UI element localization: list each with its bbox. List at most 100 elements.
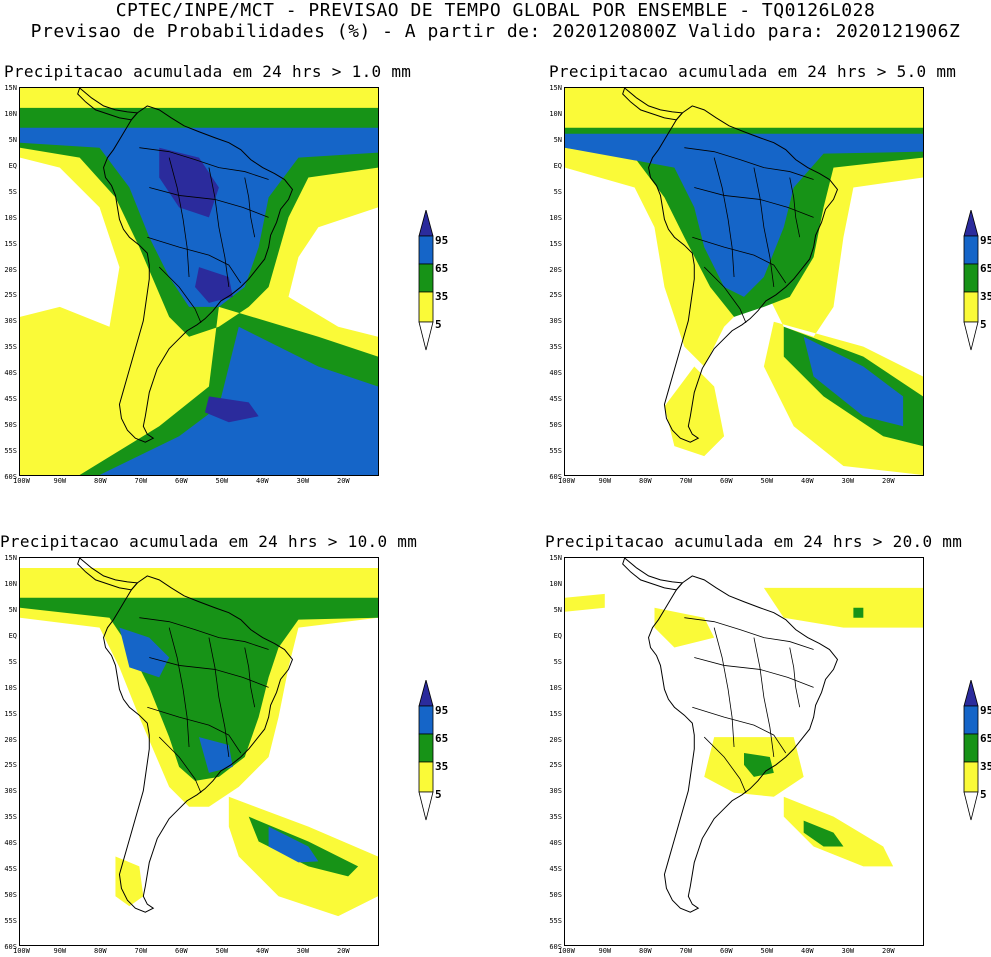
longitude-label: 80W bbox=[639, 947, 652, 955]
legend-label: 35 bbox=[980, 760, 991, 773]
legend-1 bbox=[418, 210, 478, 360]
map-panel-4[interactable] bbox=[564, 557, 924, 946]
probability-contour-p65 bbox=[119, 627, 319, 863]
longitude-label: 50W bbox=[760, 947, 774, 955]
latitude-label: 5S bbox=[553, 187, 562, 196]
latitude-label: 50S bbox=[4, 421, 17, 430]
longitude-label: 50W bbox=[215, 947, 229, 955]
longitude-label: 60W bbox=[175, 477, 188, 485]
header-title: CPTEC/INPE/MCT - PREVISAO DE TEMPO GLOBA… bbox=[115, 0, 876, 21]
latitude-label: 15N bbox=[549, 84, 562, 92]
map-panel-3[interactable] bbox=[19, 557, 379, 946]
longitude-label: 20W bbox=[337, 947, 350, 955]
south-america-coastline bbox=[648, 105, 839, 443]
latitude-label: 5N bbox=[553, 605, 562, 614]
latitude-label: EQ bbox=[553, 161, 562, 170]
latitude-label: 15N bbox=[4, 554, 17, 562]
latitude-label: 40S bbox=[549, 839, 562, 848]
latitude-label: 60S bbox=[549, 943, 562, 951]
legend-label: 5 bbox=[980, 318, 987, 331]
legend-label: 5 bbox=[435, 318, 442, 331]
country-border bbox=[703, 736, 747, 793]
latitude-label: 20S bbox=[4, 735, 17, 744]
country-border bbox=[208, 167, 230, 288]
central-america-coastline bbox=[622, 558, 684, 591]
legend-swatch-p35 bbox=[963, 263, 979, 293]
latitude-label: 45S bbox=[4, 395, 17, 404]
longitude-label: 40W bbox=[801, 947, 814, 955]
legend-2 bbox=[963, 210, 991, 360]
probability-contour-p65 bbox=[20, 127, 378, 475]
country-border bbox=[158, 736, 202, 793]
legend-label: 65 bbox=[435, 732, 449, 745]
longitude-label: 90W bbox=[598, 477, 612, 485]
longitude-label: 100W bbox=[558, 947, 575, 955]
latitude-label: 10N bbox=[549, 109, 562, 118]
latitude-label: 35S bbox=[549, 813, 562, 822]
longitude-label: 20W bbox=[337, 477, 350, 485]
latitude-label: 45S bbox=[549, 395, 562, 404]
latitude-label: 35S bbox=[4, 343, 17, 352]
country-border bbox=[139, 617, 269, 650]
latitude-label: 10S bbox=[549, 213, 562, 222]
legend-label: 35 bbox=[980, 290, 991, 303]
legend-swatch-p65 bbox=[963, 705, 979, 735]
legend-swatch-p95 bbox=[418, 210, 434, 237]
longitude-label: 20W bbox=[882, 947, 895, 955]
south-america-coastline bbox=[648, 575, 839, 913]
map-panel-2[interactable] bbox=[564, 87, 924, 476]
latitude-label: 10S bbox=[4, 683, 17, 692]
latitude-label: 5N bbox=[8, 605, 17, 614]
latitude-label: 50S bbox=[549, 421, 562, 430]
country-border bbox=[684, 617, 814, 650]
country-border bbox=[789, 177, 801, 238]
latitude-label: 35S bbox=[4, 813, 17, 822]
legend-label: 95 bbox=[980, 704, 991, 717]
latitude-label: 10N bbox=[549, 579, 562, 588]
latitude-label: EQ bbox=[8, 631, 17, 640]
probability-contour-p35 bbox=[20, 597, 378, 877]
legend-label: 95 bbox=[980, 234, 991, 247]
longitude-label: 70W bbox=[679, 947, 693, 955]
probability-contour-p95 bbox=[159, 147, 259, 423]
latitude-label: 15N bbox=[4, 84, 17, 92]
country-border bbox=[139, 147, 269, 180]
legend-swatch-p5 bbox=[418, 291, 434, 323]
latitude-label: 50S bbox=[549, 891, 562, 900]
longitude-label: 70W bbox=[679, 477, 693, 485]
longitude-label: 90W bbox=[53, 947, 67, 955]
legend-label: 95 bbox=[435, 234, 449, 247]
probability-contour-p5 bbox=[565, 587, 923, 867]
legend-swatch-below bbox=[418, 321, 434, 351]
legend-swatch-p65 bbox=[418, 705, 434, 735]
latitude-label: 45S bbox=[4, 865, 17, 874]
longitude-label: 80W bbox=[639, 477, 652, 485]
latitude-label: 20S bbox=[4, 265, 17, 274]
country-border bbox=[703, 266, 747, 323]
latitude-label: 15S bbox=[549, 709, 562, 718]
longitude-label: 30W bbox=[841, 477, 855, 485]
legend-swatch-p95 bbox=[418, 680, 434, 707]
latitude-label: 30S bbox=[4, 787, 17, 796]
legend-swatch-p65 bbox=[418, 235, 434, 265]
latitude-label: 40S bbox=[4, 839, 17, 848]
longitude-label: 70W bbox=[134, 477, 148, 485]
longitude-label: 90W bbox=[53, 477, 67, 485]
legend-swatch-below bbox=[963, 321, 979, 351]
latitude-label: 25S bbox=[4, 761, 17, 770]
header-subtitle: Previsao de Probabilidades (%) - A parti… bbox=[30, 21, 961, 42]
country-border bbox=[168, 627, 190, 748]
map-panel-1[interactable] bbox=[19, 87, 379, 476]
country-border bbox=[244, 647, 256, 708]
longitude-label: 50W bbox=[215, 477, 229, 485]
longitude-label: 80W bbox=[94, 477, 107, 485]
latitude-label: 55S bbox=[4, 447, 17, 456]
latitude-label: 25S bbox=[549, 291, 562, 300]
latitude-label: 60S bbox=[4, 943, 17, 951]
legend-4 bbox=[963, 680, 991, 830]
latitude-label: 5S bbox=[553, 657, 562, 666]
latitude-label: 45S bbox=[549, 865, 562, 874]
latitude-label: 15S bbox=[4, 239, 17, 248]
latitude-label: 15S bbox=[4, 709, 17, 718]
legend-label: 35 bbox=[435, 760, 449, 773]
